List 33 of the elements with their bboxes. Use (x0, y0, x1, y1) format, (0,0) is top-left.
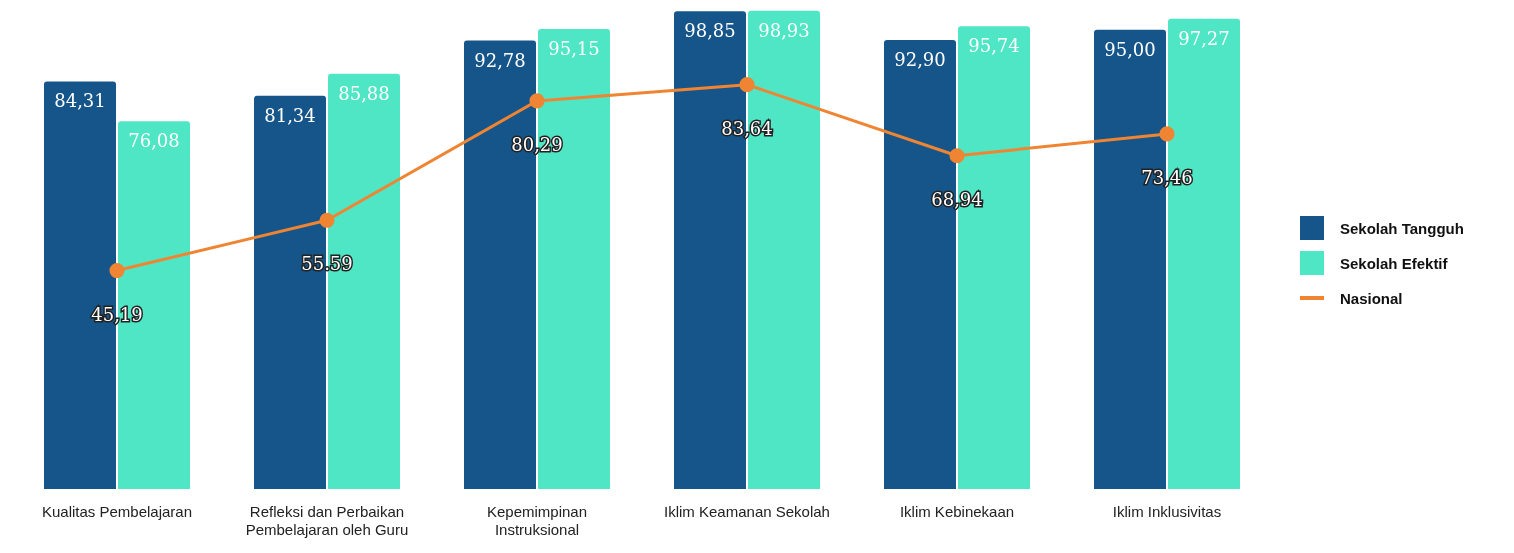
point (1159, 126, 1175, 142)
x-tick-label: Refleksi dan Perbaikan Pembelajaran oleh Guru (245, 503, 409, 538)
data-label: 73,46 (1141, 166, 1193, 188)
legend-label: Sekolah Efektif (1340, 255, 1449, 272)
data-label: 92,78 (474, 49, 526, 71)
data-label: 81,34 (264, 104, 316, 126)
point (949, 148, 965, 164)
data-label: 95,15 (548, 38, 600, 60)
data-label: 83,64 (721, 117, 773, 139)
point (319, 212, 335, 228)
x-tick-label: Kepemimpinan Instruksional (486, 503, 588, 538)
legend-label: Sekolah Tangguh (1340, 220, 1464, 237)
data-label: 80,29 (511, 133, 563, 155)
data-label: 98,85 (684, 20, 736, 42)
data-label: 55.59 (301, 253, 353, 275)
data-label: 45,19 (91, 303, 143, 325)
data-label: 95,74 (968, 35, 1020, 57)
legend-label: Nasional (1340, 290, 1403, 307)
data-label: 98,93 (758, 19, 810, 41)
point (739, 77, 755, 93)
data-label: 68,94 (931, 188, 983, 210)
data-label: 92,90 (894, 48, 946, 70)
x-tick-label: Iklim Inklusivitas (1112, 503, 1222, 520)
data-label: 76,08 (128, 130, 180, 152)
point (109, 263, 125, 279)
data-label: 95,00 (1104, 38, 1156, 60)
data-label: 84,31 (54, 90, 106, 112)
x-tick-label: Kualitas Pembelajaran (41, 503, 193, 520)
x-tick-label: Iklim Kebinekaan (899, 503, 1015, 520)
point (529, 93, 545, 109)
data-label: 97,27 (1178, 27, 1230, 49)
x-tick-label: Iklim Keamanan Sekolah (664, 503, 830, 520)
data-label: 85,88 (338, 82, 390, 104)
